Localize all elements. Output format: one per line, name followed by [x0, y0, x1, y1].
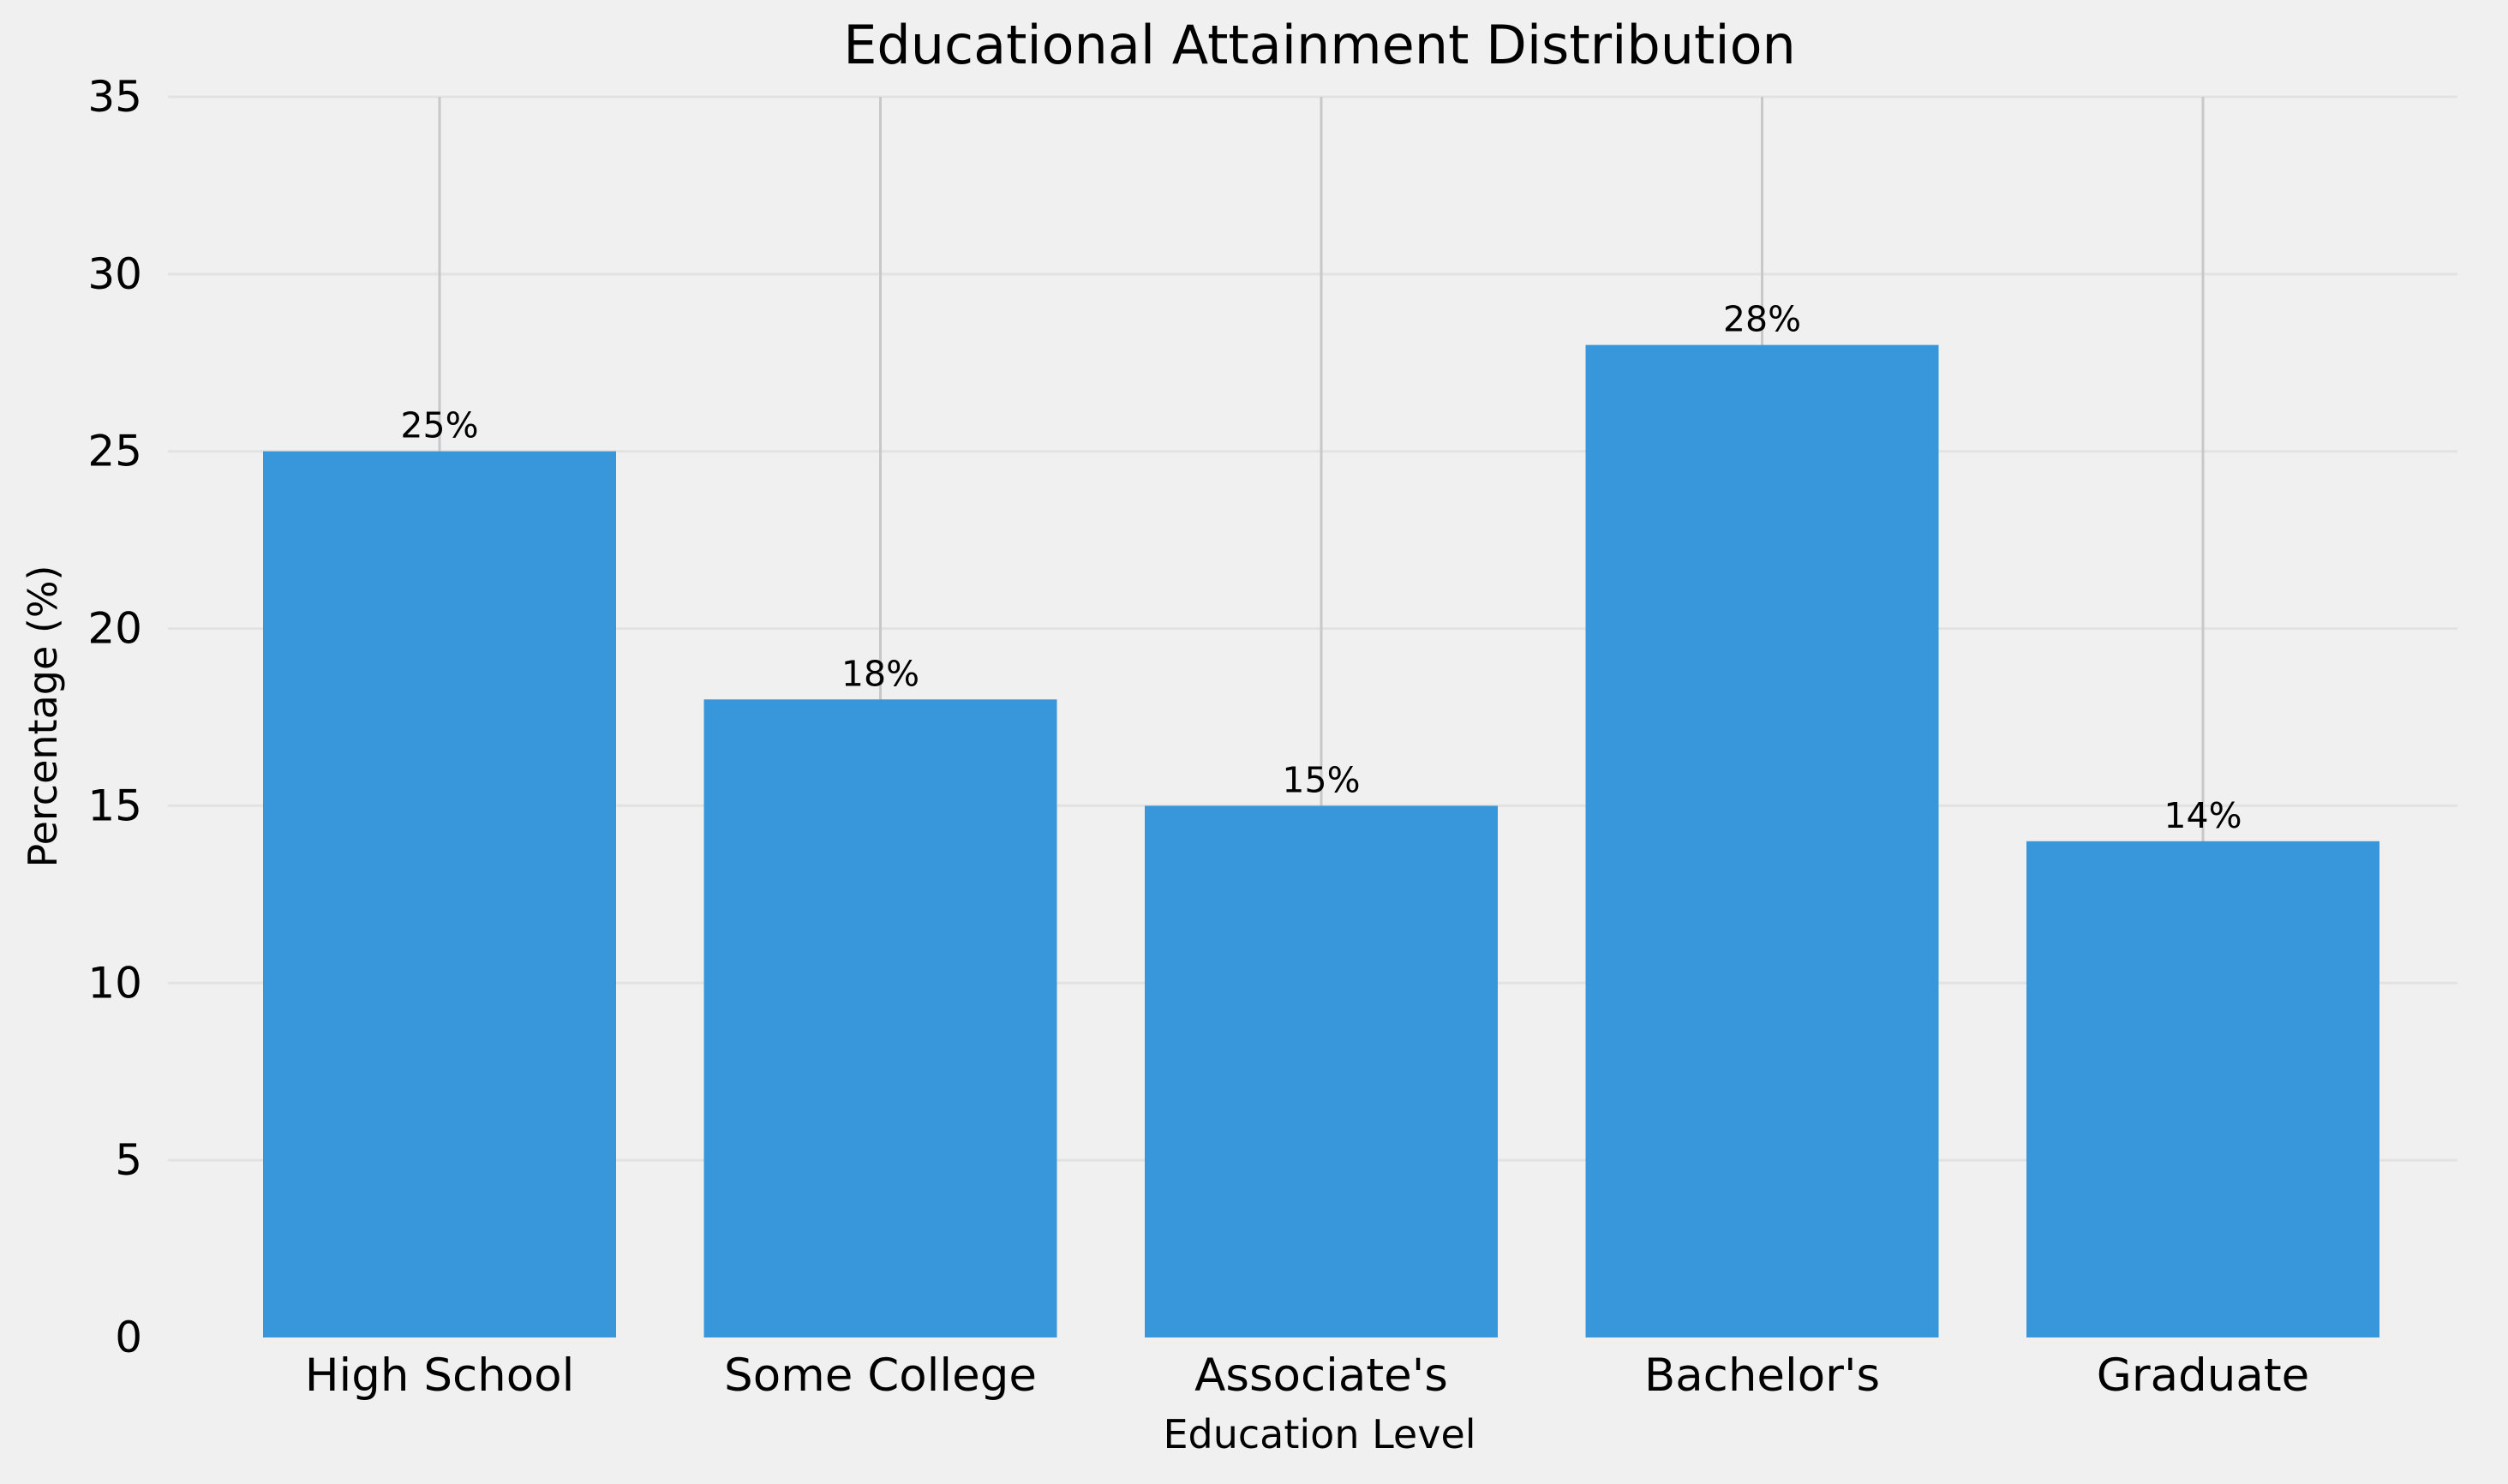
y-tick-label: 5 — [115, 1135, 142, 1185]
y-tick-label: 35 — [87, 72, 142, 122]
bar-value-label: 14% — [2164, 795, 2242, 836]
bar-value-label: 15% — [1282, 759, 1360, 800]
bar-high-school — [263, 451, 616, 1337]
y-tick-label: 30 — [87, 249, 142, 299]
bar-value-label: 28% — [1723, 299, 1801, 340]
bars-group — [263, 344, 2379, 1338]
y-tick-label: 10 — [87, 958, 142, 1008]
x-tick-label: Graduate — [2097, 1349, 2309, 1402]
bar-value-label: 18% — [841, 653, 919, 694]
y-tick-label: 15 — [87, 781, 142, 830]
y-tick-label: 0 — [115, 1313, 142, 1362]
x-axis-label: Education Level — [1163, 1411, 1475, 1457]
x-tick-label: Bachelor's — [1644, 1349, 1880, 1402]
bar-graduate — [2026, 841, 2379, 1337]
value-labels-group: 25% 18% 15% 28% 14% — [400, 299, 2242, 836]
x-tick-label: High School — [305, 1349, 575, 1402]
chart-title: Educational Attainment Distribution — [843, 14, 1796, 76]
bar-associate-s — [1145, 805, 1498, 1337]
y-axis-label: Percentage (%) — [20, 565, 66, 868]
bar-value-label: 25% — [400, 405, 478, 446]
bar-some-college — [703, 699, 1057, 1337]
y-tick-label: 25 — [87, 427, 142, 476]
x-tick-label: Some College — [724, 1349, 1037, 1402]
x-tick-label: Associate's — [1194, 1349, 1448, 1402]
x-tick-labels-group: High School Some College Associate's Bachel… — [305, 1349, 2310, 1402]
y-tick-label: 20 — [87, 604, 142, 654]
bar-bachelor-s — [1585, 344, 1939, 1338]
y-tick-labels-group: 0 5 10 15 20 25 30 35 — [87, 72, 142, 1362]
